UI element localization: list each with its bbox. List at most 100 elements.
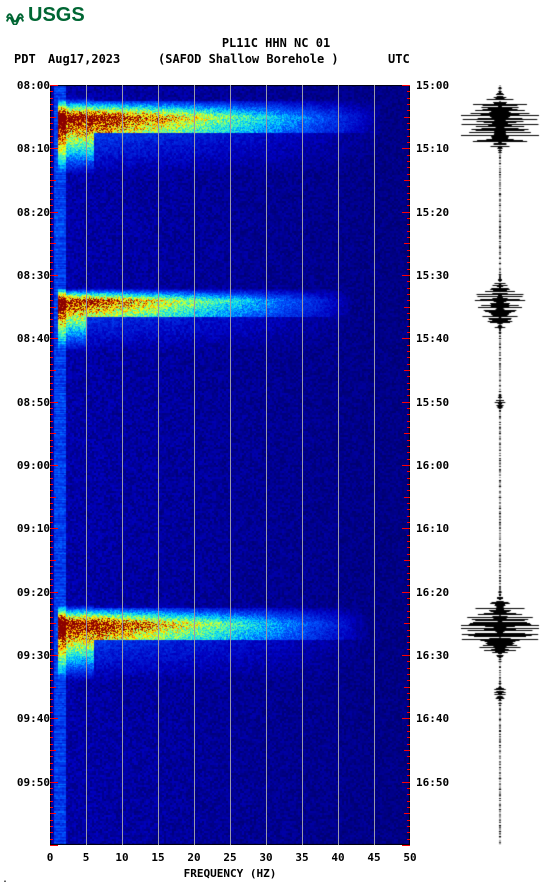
minor-tick	[50, 110, 53, 111]
minor-tick	[407, 326, 410, 327]
minor-tick	[50, 706, 53, 707]
minor-tick	[50, 256, 53, 257]
corner-mark: .	[2, 874, 8, 885]
minor-tick	[50, 522, 53, 523]
minor-tick	[404, 307, 410, 308]
gridline	[86, 85, 87, 845]
minor-tick	[50, 427, 53, 428]
minor-tick	[407, 459, 410, 460]
minor-tick	[407, 231, 410, 232]
date-label: Aug17,2023	[48, 52, 120, 66]
minor-tick	[407, 617, 410, 618]
x-tick: 5	[83, 851, 90, 864]
y-tick-right: 16:10	[416, 522, 449, 535]
minor-tick	[50, 440, 53, 441]
minor-tick	[407, 427, 410, 428]
minor-tick	[50, 231, 53, 232]
minor-tick	[50, 516, 53, 517]
minor-tick	[407, 642, 410, 643]
minor-tick	[50, 167, 53, 168]
minor-tick	[402, 402, 410, 403]
minor-tick	[50, 294, 53, 295]
y-tick-right: 15:50	[416, 396, 449, 409]
minor-tick	[407, 224, 410, 225]
minor-tick	[50, 148, 58, 149]
minor-tick	[50, 788, 53, 789]
minor-tick	[50, 212, 58, 213]
minor-tick	[50, 801, 53, 802]
minor-tick	[407, 129, 410, 130]
minor-tick	[50, 731, 53, 732]
minor-tick	[407, 826, 410, 827]
minor-tick	[402, 212, 410, 213]
usgs-logo-text: USGS	[28, 4, 85, 27]
minor-tick	[50, 414, 53, 415]
minor-tick	[50, 243, 56, 244]
minor-tick	[50, 161, 53, 162]
minor-tick	[50, 281, 53, 282]
minor-tick	[50, 775, 53, 776]
minor-tick	[50, 490, 53, 491]
minor-tick	[407, 763, 410, 764]
minor-tick	[404, 623, 410, 624]
y-tick-left: 09:40	[10, 712, 50, 725]
minor-tick	[407, 668, 410, 669]
gridline	[158, 85, 159, 845]
minor-tick	[50, 807, 53, 808]
y-tick-left: 08:40	[10, 332, 50, 345]
minor-tick	[404, 370, 410, 371]
gridline	[266, 85, 267, 845]
minor-tick	[402, 85, 410, 86]
usgs-logo: USGS	[6, 4, 85, 27]
minor-tick	[50, 129, 53, 130]
minor-tick	[50, 763, 53, 764]
minor-tick	[407, 471, 410, 472]
minor-tick	[404, 560, 410, 561]
minor-tick	[50, 547, 53, 548]
minor-tick	[404, 243, 410, 244]
minor-tick	[50, 782, 58, 783]
minor-tick	[50, 98, 53, 99]
minor-tick	[50, 497, 56, 498]
minor-tick	[407, 395, 410, 396]
minor-tick	[50, 433, 56, 434]
minor-tick	[407, 319, 410, 320]
minor-tick	[407, 414, 410, 415]
station-label: (SAFOD Shallow Borehole )	[158, 52, 339, 66]
minor-tick	[50, 174, 53, 175]
minor-tick	[402, 528, 410, 529]
minor-tick	[404, 497, 410, 498]
minor-tick	[50, 649, 53, 650]
minor-tick	[50, 699, 53, 700]
x-axis: FREQUENCY (HZ) 05101520253035404550	[50, 845, 410, 885]
minor-tick	[50, 769, 53, 770]
minor-tick	[407, 421, 410, 422]
minor-tick	[50, 389, 53, 390]
minor-tick	[407, 91, 410, 92]
minor-tick	[407, 579, 410, 580]
minor-tick	[50, 826, 53, 827]
minor-tick	[407, 288, 410, 289]
minor-tick	[50, 573, 53, 574]
minor-tick	[407, 832, 410, 833]
minor-tick	[50, 592, 58, 593]
minor-tick	[50, 750, 56, 751]
utc-label: UTC	[388, 52, 410, 66]
minor-tick	[407, 573, 410, 574]
minor-tick	[50, 718, 58, 719]
minor-tick	[50, 617, 53, 618]
minor-tick	[404, 117, 410, 118]
y-tick-right: 15:30	[416, 269, 449, 282]
y-tick-right: 15:00	[416, 79, 449, 92]
minor-tick	[50, 338, 58, 339]
y-tick-left: 08:10	[10, 142, 50, 155]
minor-tick	[407, 522, 410, 523]
minor-tick	[402, 275, 410, 276]
minor-tick	[407, 737, 410, 738]
minor-tick	[402, 655, 410, 656]
minor-tick	[50, 471, 53, 472]
minor-tick	[407, 104, 410, 105]
minor-tick	[407, 756, 410, 757]
minor-tick	[50, 193, 53, 194]
y-tick-right: 16:00	[416, 459, 449, 472]
